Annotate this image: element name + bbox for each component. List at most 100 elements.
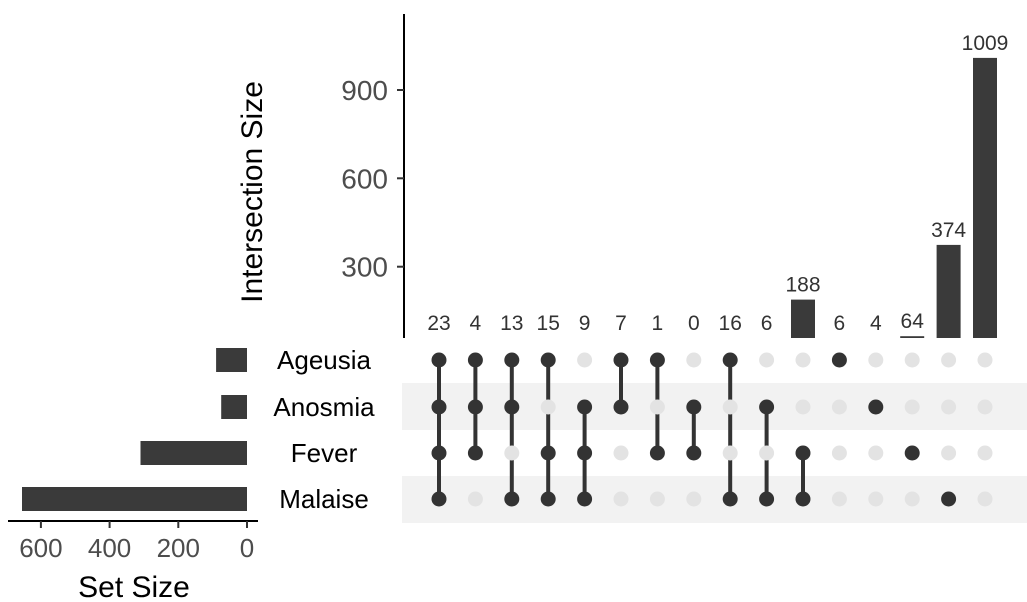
set-label: Fever (291, 438, 358, 468)
intersection-bar (936, 244, 961, 338)
matrix-dot-empty (795, 399, 811, 415)
matrix-dot-filled (831, 352, 847, 368)
set-label: Anosmia (273, 392, 375, 422)
set-size-bar (22, 487, 247, 511)
matrix-dot-empty (941, 445, 957, 461)
intersection-label: 6 (834, 312, 846, 335)
y-axis-ticks: 300 600 900 (341, 75, 404, 283)
matrix-dot-filled (904, 445, 920, 461)
matrix-dot-empty (795, 352, 811, 368)
intersection-label: 13 (500, 312, 523, 335)
matrix-dot-empty (904, 352, 920, 368)
matrix-dot-empty (868, 445, 884, 461)
matrix-dot-filled (431, 352, 447, 368)
set-size-axis-title: Set Size (78, 571, 190, 602)
intersection-label: 1 (652, 312, 664, 335)
set-tick-label: 400 (88, 533, 131, 563)
set-label: Malaise (279, 484, 369, 514)
set-tick-label: 600 (19, 533, 62, 563)
intersection-bar (973, 57, 997, 339)
matrix-dot-empty (977, 491, 993, 507)
matrix-stripe-malaise (402, 476, 1027, 523)
matrix-dot-filled (467, 399, 483, 415)
matrix-dot-empty (904, 399, 920, 415)
matrix-dot-filled (577, 491, 593, 507)
matrix-dot-filled (540, 445, 556, 461)
matrix-dot-filled (431, 491, 447, 507)
intersection-label: 16 (719, 312, 742, 335)
matrix-dot-empty (868, 352, 884, 368)
set-size-bar (221, 395, 247, 419)
matrix-dot-empty (977, 399, 993, 415)
matrix-dot-filled (795, 445, 811, 461)
intersection-label: 0 (688, 312, 700, 335)
matrix-dot-empty (904, 491, 920, 507)
matrix-dot-empty (831, 399, 847, 415)
intersection-label: 9 (579, 312, 591, 335)
matrix-dot-empty (649, 399, 665, 415)
matrix-dot-filled (722, 491, 738, 507)
matrix-dot-filled (577, 445, 593, 461)
matrix-dot-empty (831, 445, 847, 461)
matrix-dot-empty (540, 399, 556, 415)
matrix-dot-empty (941, 352, 957, 368)
matrix-dot-empty (649, 491, 665, 507)
matrix-dot-empty (868, 491, 884, 507)
intersection-label: 4 (470, 312, 482, 335)
intersection-label: 64 (901, 310, 925, 333)
matrix-dot-filled (686, 399, 702, 415)
matrix-dot-filled (504, 491, 520, 507)
matrix-dot-filled (941, 491, 957, 507)
intersection-matrix (431, 352, 993, 507)
intersection-label: 7 (615, 312, 627, 335)
matrix-dot-empty (467, 491, 483, 507)
matrix-dot-filled (431, 399, 447, 415)
matrix-dot-filled (431, 445, 447, 461)
matrix-stripe-anosmia (402, 383, 1027, 430)
matrix-dot-empty (613, 491, 629, 507)
matrix-dot-empty (613, 445, 629, 461)
set-tick-label: 200 (157, 533, 200, 563)
matrix-dot-empty (686, 352, 702, 368)
matrix-dot-filled (540, 352, 556, 368)
matrix-dot-empty (759, 445, 775, 461)
matrix-dot-filled (868, 399, 884, 415)
matrix-dot-empty (977, 445, 993, 461)
y-tick-label: 300 (341, 252, 388, 283)
intersection-label: 15 (537, 312, 560, 335)
matrix-dot-empty (977, 352, 993, 368)
intersection-label: 23 (427, 312, 450, 335)
set-size-ticks: 600 400 200 0 (19, 521, 254, 563)
matrix-dot-empty (577, 352, 593, 368)
matrix-dot-filled (613, 399, 629, 415)
set-size-bars: Ageusia Anosmia Fever Malaise (22, 345, 375, 514)
set-size-bar (140, 441, 247, 465)
intersection-label: 4 (870, 312, 882, 335)
y-tick-label: 600 (341, 163, 388, 194)
matrix-dot-empty (831, 491, 847, 507)
intersection-bar (900, 336, 925, 338)
matrix-dot-filled (722, 352, 738, 368)
matrix-dot-empty (722, 445, 738, 461)
matrix-dot-empty (504, 445, 520, 461)
matrix-dot-empty (941, 399, 957, 415)
matrix-dot-filled (467, 352, 483, 368)
intersection-label: 188 (785, 274, 820, 297)
matrix-dot-filled (504, 352, 520, 368)
matrix-dot-empty (686, 491, 702, 507)
matrix-dot-filled (504, 399, 520, 415)
matrix-dot-filled (686, 445, 702, 461)
matrix-dot-filled (795, 491, 811, 507)
matrix-dot-empty (722, 399, 738, 415)
matrix-dot-filled (759, 399, 775, 415)
intersection-bar (791, 299, 815, 338)
set-size-bar (216, 348, 247, 372)
y-tick-label: 900 (341, 75, 388, 106)
intersection-label: 6 (761, 312, 773, 335)
y-axis-title: Intersection Size (236, 81, 269, 303)
matrix-dot-filled (649, 352, 665, 368)
set-label: Ageusia (277, 345, 371, 375)
intersection-label: 1009 (962, 32, 1009, 55)
